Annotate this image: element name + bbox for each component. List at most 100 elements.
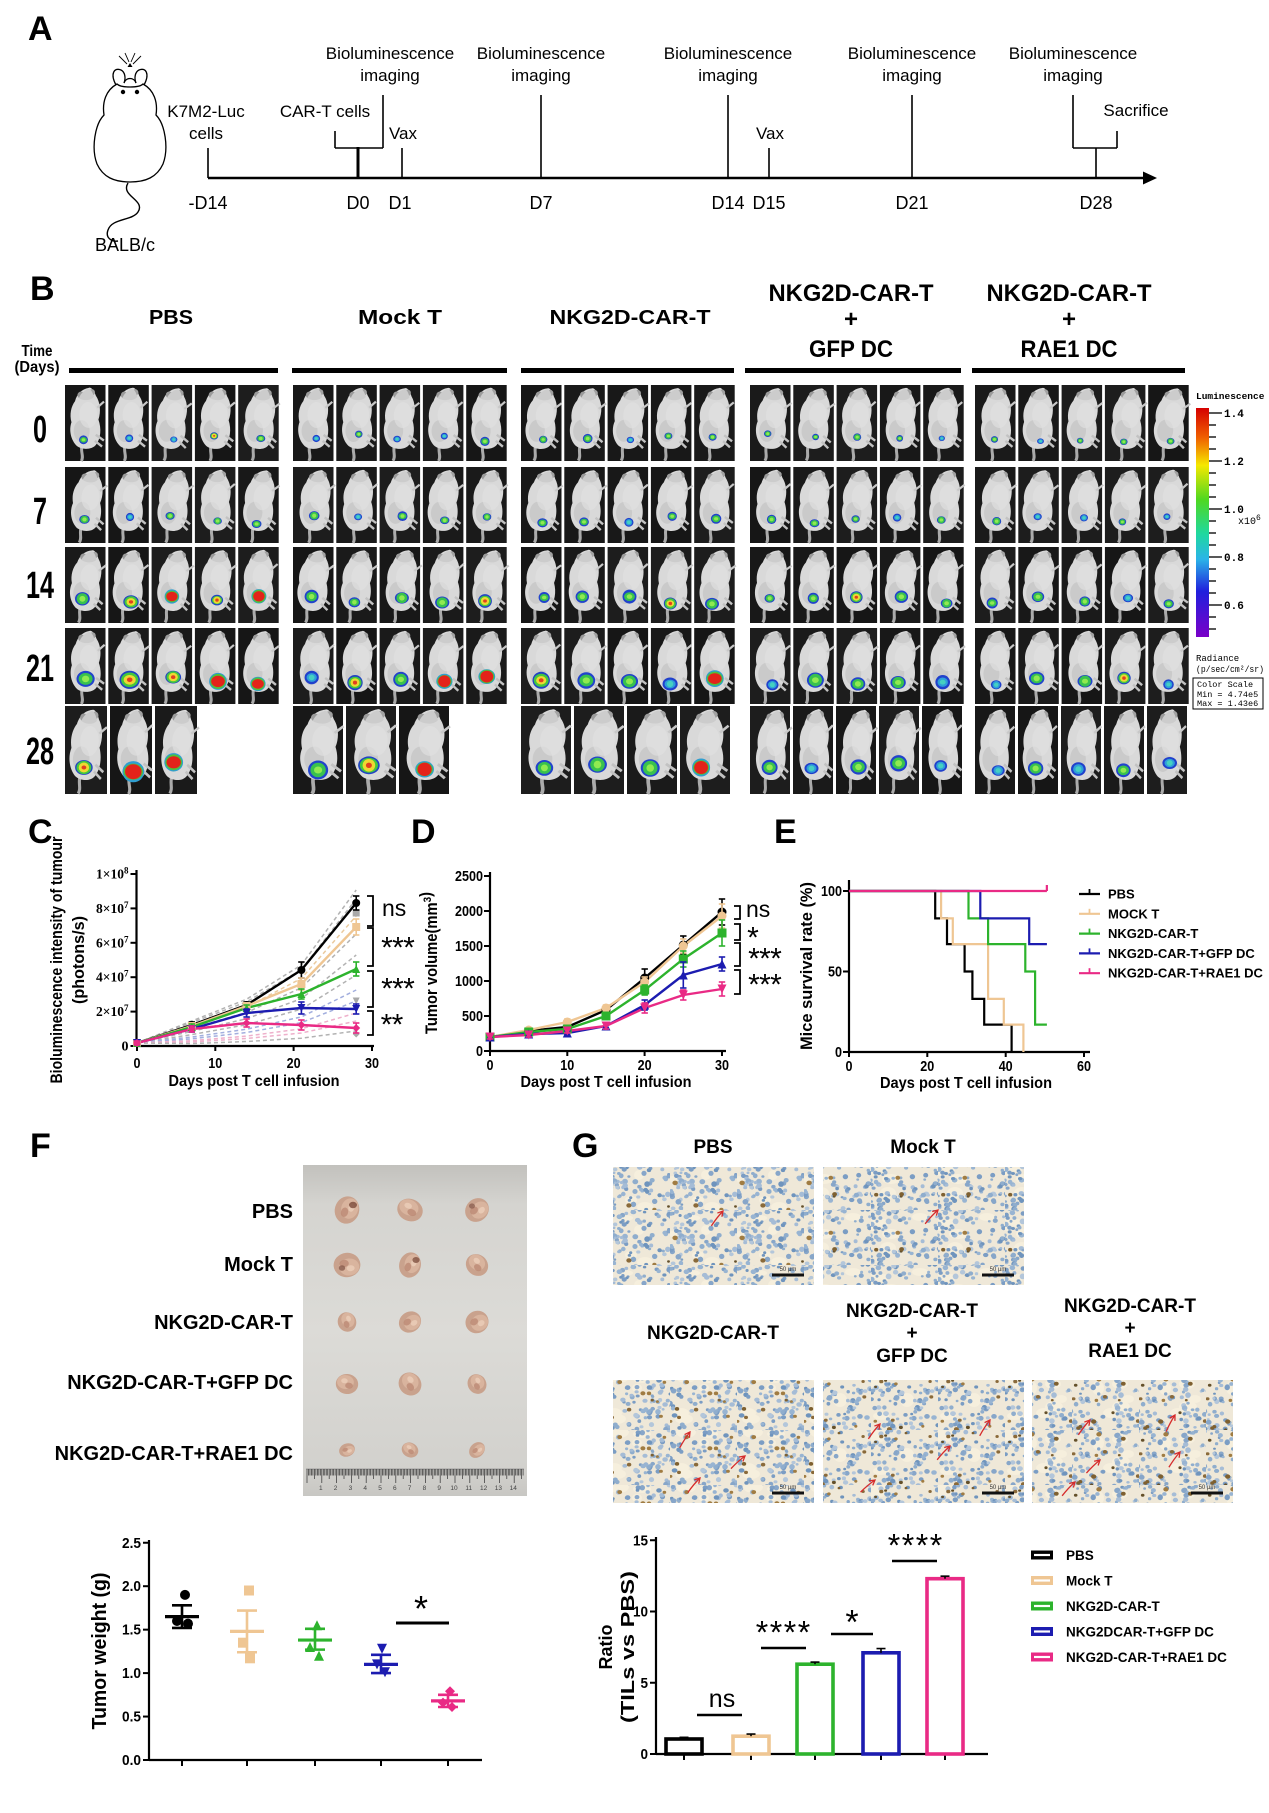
svg-text:9: 9 (437, 1485, 441, 1492)
svg-text:+: + (906, 1323, 917, 1344)
svg-text:10: 10 (208, 1056, 222, 1072)
svg-text:Time: Time (22, 343, 53, 360)
svg-text:*: * (414, 1588, 428, 1629)
svg-text:0: 0 (487, 1058, 494, 1074)
svg-text:CAR-T cells: CAR-T cells (280, 102, 370, 121)
svg-text:2500: 2500 (455, 869, 483, 885)
svg-text:(photons/s): (photons/s) (70, 916, 88, 1004)
svg-text:imaging: imaging (882, 66, 942, 85)
svg-text:100: 100 (821, 884, 842, 900)
svg-text:20: 20 (920, 1059, 934, 1075)
svg-text:NKG2D-CAR-T: NKG2D-CAR-T (846, 1301, 978, 1322)
svg-text:ns: ns (382, 895, 406, 921)
svg-text:Bioluminescence intensity of t: Bioluminescence intensity of tumour (48, 836, 66, 1083)
svg-text:D14: D14 (711, 193, 744, 213)
svg-text:Mice survival rate (%): Mice survival rate (%) (797, 882, 816, 1050)
svg-text:60: 60 (1077, 1059, 1091, 1075)
svg-text:*: * (756, 1614, 768, 1650)
svg-text:GFP DC: GFP DC (876, 1346, 948, 1367)
svg-text:4: 4 (363, 1485, 367, 1492)
svg-text:6×107: 6×107 (96, 934, 129, 950)
svg-text:Bioluminescence: Bioluminescence (326, 44, 455, 63)
svg-text:Ratio: Ratio (596, 1624, 616, 1669)
svg-text:1.5: 1.5 (122, 1622, 141, 1639)
svg-text:*: * (930, 1527, 942, 1563)
svg-text:Vax: Vax (756, 124, 785, 143)
svg-text:C: C (28, 813, 53, 851)
svg-text:5: 5 (641, 1675, 649, 1692)
svg-text:*: * (759, 943, 771, 976)
svg-text:0: 0 (476, 1044, 483, 1060)
svg-text:2000: 2000 (455, 904, 483, 920)
svg-text:PBS: PBS (1066, 1548, 1094, 1563)
svg-text:Mock T: Mock T (1066, 1574, 1113, 1589)
svg-text:2.5: 2.5 (122, 1535, 141, 1552)
svg-text:0.6: 0.6 (1224, 601, 1244, 613)
svg-text:10: 10 (450, 1485, 458, 1492)
svg-text:5: 5 (378, 1485, 382, 1492)
svg-text:0: 0 (134, 1056, 141, 1072)
svg-text:Vax: Vax (389, 124, 418, 143)
svg-text:cells: cells (189, 124, 223, 143)
svg-text:NKG2D-CAR-T: NKG2D-CAR-T (1064, 1296, 1196, 1317)
svg-text:12: 12 (480, 1485, 488, 1492)
svg-text:NKG2D-CAR-T: NKG2D-CAR-T (647, 1323, 779, 1344)
svg-text:imaging: imaging (1043, 66, 1103, 85)
svg-text:Days post T cell infusion: Days post T cell infusion (880, 1075, 1052, 1092)
svg-text:1: 1 (319, 1485, 323, 1492)
svg-text:MOCK T: MOCK T (1108, 906, 1159, 921)
svg-text:D1: D1 (388, 193, 411, 213)
svg-text:0: 0 (33, 409, 47, 451)
svg-text:K7M2-Luc: K7M2-Luc (167, 102, 245, 121)
svg-text:1.0: 1.0 (1224, 505, 1244, 517)
svg-text:1×108: 1×108 (96, 866, 129, 882)
svg-text:Mock T: Mock T (224, 1254, 293, 1276)
svg-text:RAE1 DC: RAE1 DC (1021, 336, 1118, 363)
svg-text:*: * (392, 932, 404, 965)
svg-text:-D14: -D14 (188, 193, 227, 213)
svg-text:Color Scale: Color Scale (1197, 680, 1253, 690)
svg-text:(Days): (Days) (15, 359, 60, 376)
svg-text:D15: D15 (752, 193, 785, 213)
svg-text:15: 15 (633, 1532, 648, 1549)
svg-text:0.5: 0.5 (122, 1709, 141, 1726)
svg-text:30: 30 (365, 1056, 379, 1072)
svg-text:D7: D7 (529, 193, 552, 213)
svg-text:Bioluminescence: Bioluminescence (1009, 44, 1138, 63)
svg-text:50 µm: 50 µm (990, 1267, 1007, 1273)
svg-text:13: 13 (495, 1485, 503, 1492)
svg-text:*: * (381, 932, 393, 965)
svg-text:0: 0 (122, 1040, 129, 1055)
svg-text:Bioluminescence: Bioluminescence (848, 44, 977, 63)
svg-text:1000: 1000 (455, 974, 483, 990)
svg-text:*: * (392, 973, 404, 1006)
svg-text:ns: ns (709, 1685, 735, 1713)
svg-text:(TILs vs PBS): (TILs vs PBS) (618, 1571, 638, 1723)
svg-text:*: * (403, 973, 415, 1006)
svg-text:50: 50 (828, 965, 842, 981)
svg-text:ns: ns (746, 896, 770, 922)
svg-text:E: E (774, 813, 797, 851)
svg-text:2×107: 2×107 (96, 1003, 129, 1019)
svg-text:20: 20 (638, 1058, 652, 1074)
svg-text:+: + (1062, 306, 1076, 333)
svg-text:PBS: PBS (252, 1201, 293, 1223)
svg-text:*: * (747, 922, 759, 955)
svg-text:GFP DC: GFP DC (809, 336, 893, 363)
svg-text:G: G (572, 1127, 598, 1165)
svg-text:10: 10 (560, 1058, 574, 1074)
svg-text:8: 8 (423, 1485, 427, 1492)
svg-text:*: * (770, 943, 782, 976)
svg-text:NKG2D-CAR-T: NKG2D-CAR-T (987, 280, 1152, 307)
svg-text:*: * (770, 969, 782, 1002)
svg-text:NKG2D-CAR-T: NKG2D-CAR-T (154, 1312, 293, 1334)
svg-text:(p/sec/cm²/sr): (p/sec/cm²/sr) (1196, 665, 1264, 675)
svg-text:NKG2D-CAR-T: NKG2D-CAR-T (1066, 1599, 1160, 1614)
svg-text:8×107: 8×107 (96, 900, 129, 916)
svg-text:*: * (845, 1603, 858, 1641)
svg-text:NKG2D-CAR-T+RAE1 DC: NKG2D-CAR-T+RAE1 DC (55, 1443, 293, 1465)
svg-text:1.4: 1.4 (1224, 409, 1244, 421)
svg-text:D21: D21 (895, 193, 928, 213)
svg-text:3: 3 (349, 1485, 353, 1492)
svg-text:imaging: imaging (511, 66, 571, 85)
